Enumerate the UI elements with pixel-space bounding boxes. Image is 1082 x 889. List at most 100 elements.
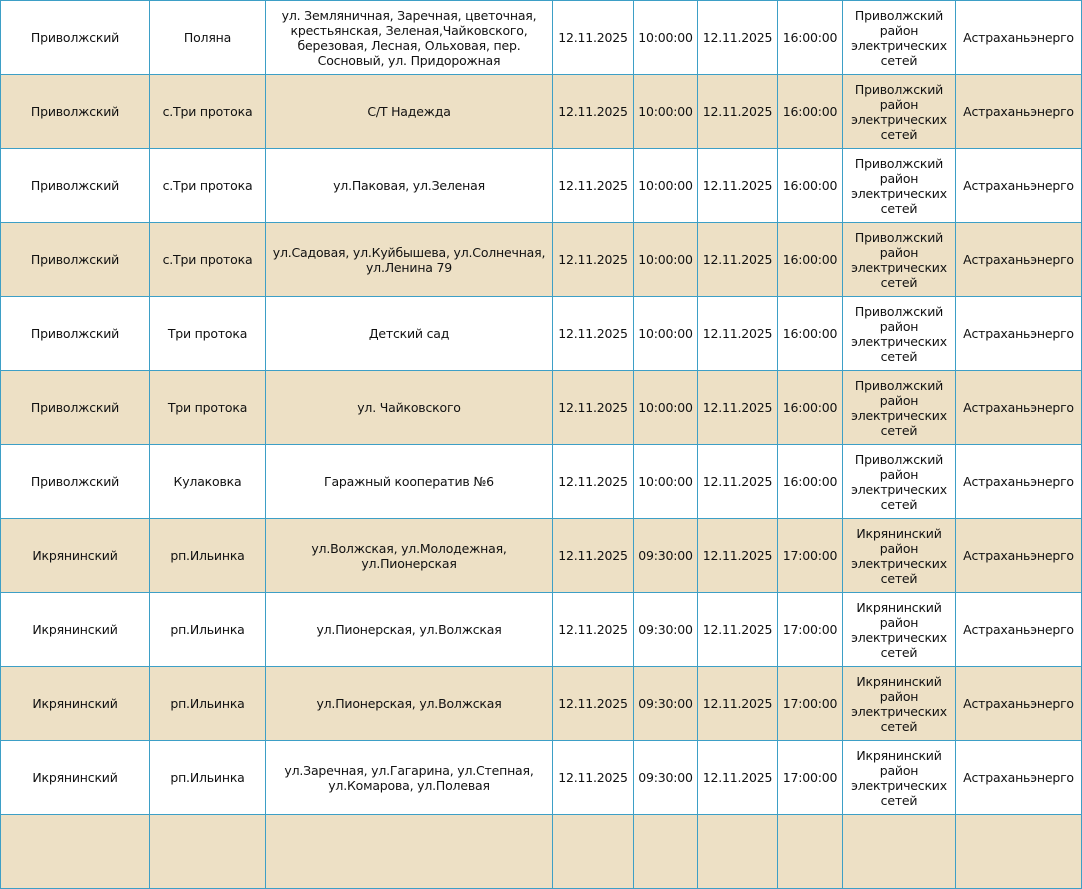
organization-cell: Астраханьэнерго <box>955 370 1082 445</box>
district-cell: Приволжский <box>0 148 150 223</box>
locality-cell: рп.Ильинка <box>149 592 266 667</box>
table-row: Приволжский с.Три протока С/Т Надежда 12.11… <box>0 74 1082 149</box>
locality-cell: Поляна <box>149 0 266 75</box>
locality-cell: с.Три протока <box>149 222 266 297</box>
locality-cell: Три протока <box>149 370 266 445</box>
organization-cell: Астраханьэнерго <box>955 666 1082 741</box>
locality-cell: рп.Ильинка <box>149 740 266 815</box>
locality-cell: Три протока <box>149 296 266 371</box>
organization-cell: Астраханьэнерго <box>955 740 1082 815</box>
table-row: Икрянинский рп.Ильинка ул.Пионерская, ул.В… <box>0 666 1082 741</box>
end-date-cell: 12.11.2025 <box>697 222 778 297</box>
end-time-cell: 16:00:00 <box>777 296 843 371</box>
start-date-cell: 12.11.2025 <box>552 148 634 223</box>
district-cell: Приволжский <box>0 222 150 297</box>
end-date-cell: 12.11.2025 <box>697 666 778 741</box>
table-row: Приволжский Три протока ул. Чайковского 12.… <box>0 370 1082 445</box>
streets-cell: С/Т Надежда <box>265 74 553 149</box>
locality-cell: с.Три протока <box>149 74 266 149</box>
streets-cell: ул.Садовая, ул.Куйбышева, ул.Солнечная, … <box>265 222 553 297</box>
table-row: Икрянинский рп.Ильинка ул.Заречная, ул.Гаг… <box>0 740 1082 815</box>
unit-cell: Икрянинский район электрических сетей <box>842 666 956 741</box>
district-cell: Приволжский <box>0 74 150 149</box>
unit-cell: Приволжский район электрических сетей <box>842 0 956 75</box>
end-date-cell: 12.11.2025 <box>697 592 778 667</box>
organization-cell: Астраханьэнерго <box>955 148 1082 223</box>
start-time-cell: 10:00:00 <box>633 296 698 371</box>
end-date-cell: 12.11.2025 <box>697 518 778 593</box>
empty-cell <box>697 814 778 889</box>
streets-cell: Гаражный кооператив №6 <box>265 444 553 519</box>
unit-cell: Икрянинский район электрических сетей <box>842 740 956 815</box>
start-time-cell: 10:00:00 <box>633 0 698 75</box>
district-cell: Приволжский <box>0 0 150 75</box>
district-cell: Приволжский <box>0 296 150 371</box>
streets-cell: ул.Пионерская, ул.Волжская <box>265 666 553 741</box>
end-time-cell: 17:00:00 <box>777 592 843 667</box>
streets-cell: Детский сад <box>265 296 553 371</box>
streets-cell: ул.Паковая, ул.Зеленая <box>265 148 553 223</box>
start-date-cell: 12.11.2025 <box>552 740 634 815</box>
table-row: Приволжский Поляна ул. Земляничная, Заречн… <box>0 0 1082 75</box>
unit-cell: Приволжский район электрических сетей <box>842 296 956 371</box>
end-date-cell: 12.11.2025 <box>697 0 778 75</box>
end-time-cell: 17:00:00 <box>777 740 843 815</box>
start-time-cell: 10:00:00 <box>633 222 698 297</box>
organization-cell: Астраханьэнерго <box>955 222 1082 297</box>
district-cell: Приволжский <box>0 444 150 519</box>
locality-cell: с.Три протока <box>149 148 266 223</box>
start-date-cell: 12.11.2025 <box>552 592 634 667</box>
organization-cell: Астраханьэнерго <box>955 74 1082 149</box>
start-time-cell: 09:30:00 <box>633 666 698 741</box>
locality-cell: рп.Ильинка <box>149 666 266 741</box>
end-time-cell: 17:00:00 <box>777 666 843 741</box>
organization-cell: Астраханьэнерго <box>955 444 1082 519</box>
start-time-cell: 10:00:00 <box>633 148 698 223</box>
streets-cell: ул. Чайковского <box>265 370 553 445</box>
organization-cell: Астраханьэнерго <box>955 296 1082 371</box>
unit-cell: Икрянинский район электрических сетей <box>842 518 956 593</box>
empty-cell <box>842 814 956 889</box>
empty-cell <box>552 814 634 889</box>
streets-cell: ул. Земляничная, Заречная, цветочная, кр… <box>265 0 553 75</box>
start-date-cell: 12.11.2025 <box>552 74 634 149</box>
start-date-cell: 12.11.2025 <box>552 518 634 593</box>
empty-cell <box>633 814 698 889</box>
empty-cell <box>777 814 843 889</box>
district-cell: Икрянинский <box>0 740 150 815</box>
organization-cell: Астраханьэнерго <box>955 0 1082 75</box>
table-row: Приволжский с.Три протока ул.Паковая, ул.З… <box>0 148 1082 223</box>
streets-cell: ул.Пионерская, ул.Волжская <box>265 592 553 667</box>
locality-cell: рп.Ильинка <box>149 518 266 593</box>
empty-cell <box>0 814 150 889</box>
start-time-cell: 09:30:00 <box>633 592 698 667</box>
district-cell: Икрянинский <box>0 666 150 741</box>
start-date-cell: 12.11.2025 <box>552 296 634 371</box>
start-date-cell: 12.11.2025 <box>552 666 634 741</box>
unit-cell: Приволжский район электрических сетей <box>842 74 956 149</box>
district-cell: Приволжский <box>0 370 150 445</box>
table-row: Икрянинский рп.Ильинка ул.Пионерская, ул.В… <box>0 592 1082 667</box>
end-date-cell: 12.11.2025 <box>697 148 778 223</box>
empty-cell <box>265 814 553 889</box>
unit-cell: Приволжский район электрических сетей <box>842 370 956 445</box>
end-time-cell: 17:00:00 <box>777 518 843 593</box>
district-cell: Икрянинский <box>0 592 150 667</box>
end-date-cell: 12.11.2025 <box>697 296 778 371</box>
unit-cell: Приволжский район электрических сетей <box>842 222 956 297</box>
district-cell: Икрянинский <box>0 518 150 593</box>
empty-cell <box>149 814 266 889</box>
end-date-cell: 12.11.2025 <box>697 370 778 445</box>
end-time-cell: 16:00:00 <box>777 148 843 223</box>
unit-cell: Икрянинский район электрических сетей <box>842 592 956 667</box>
end-time-cell: 16:00:00 <box>777 444 843 519</box>
start-date-cell: 12.11.2025 <box>552 0 634 75</box>
start-time-cell: 09:30:00 <box>633 740 698 815</box>
end-time-cell: 16:00:00 <box>777 370 843 445</box>
end-date-cell: 12.11.2025 <box>697 74 778 149</box>
table-row: Приволжский с.Три протока ул.Садовая, ул.К… <box>0 222 1082 297</box>
table-row: Приволжский Кулаковка Гаражный кооператив … <box>0 444 1082 519</box>
unit-cell: Приволжский район электрических сетей <box>842 444 956 519</box>
